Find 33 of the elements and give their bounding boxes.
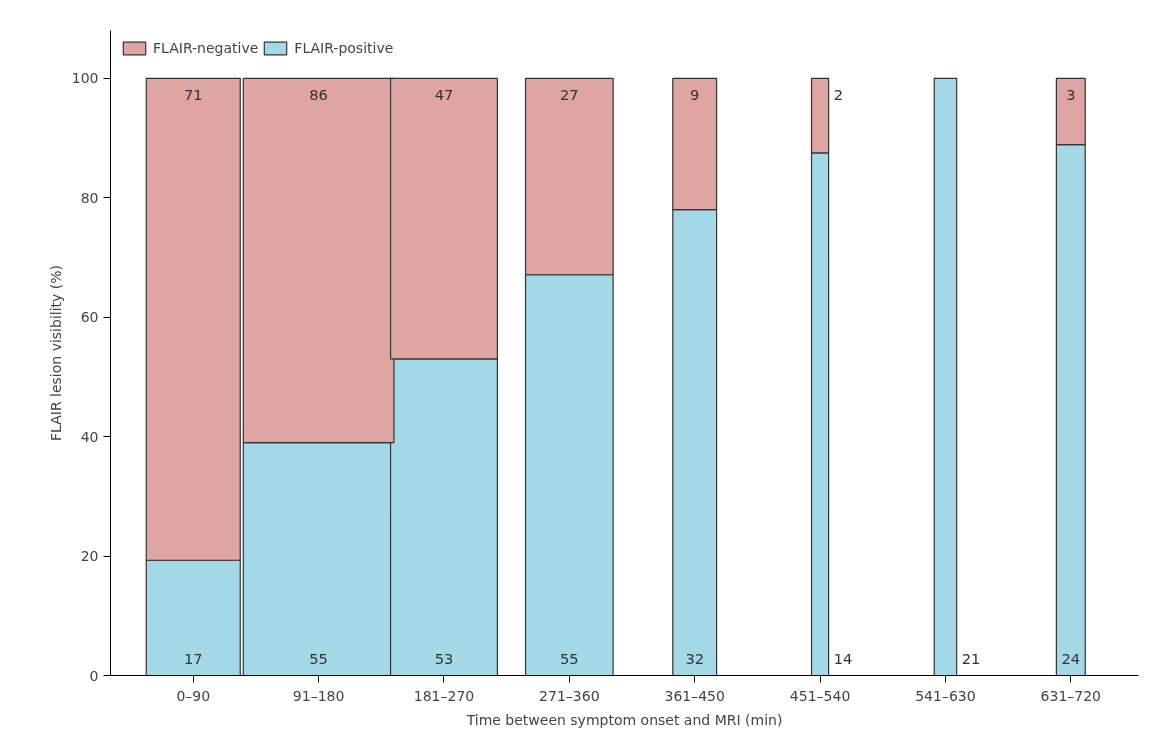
annotation: 55 <box>309 649 328 667</box>
legend-label: FLAIR-positive <box>294 40 394 56</box>
x-tick-label: 0–90 <box>176 687 211 704</box>
annotation: 86 <box>309 86 328 104</box>
y-tick-label: 20 <box>80 548 99 565</box>
annotation: 55 <box>560 649 579 667</box>
annotation: 9 <box>690 86 700 104</box>
x-tick-label: 631–720 <box>1040 687 1102 704</box>
legend-label: FLAIR-negative <box>153 40 259 56</box>
x-tick-label: 271–360 <box>539 687 600 704</box>
annotation: 2 <box>833 86 843 104</box>
annotation: 27 <box>560 86 579 104</box>
annotation: 71 <box>183 86 203 104</box>
y-tick-label: 0 <box>89 667 99 684</box>
annotation: 47 <box>434 86 454 104</box>
x-tick-label: 91–180 <box>292 687 345 704</box>
x-axis-title: Time between symptom onset and MRI (min) <box>465 711 783 728</box>
annotation: 17 <box>183 649 203 667</box>
annotation: 14 <box>833 649 853 667</box>
x-tick-label: 451–540 <box>789 687 851 704</box>
annotation: 21 <box>961 649 981 667</box>
x-tick-label: 181–270 <box>413 687 475 704</box>
y-tick-label: 80 <box>80 189 99 206</box>
y-tick-label: 40 <box>80 428 99 445</box>
annotation: 53 <box>434 649 454 667</box>
y-axis-title: FLAIR lesion visibility (%) <box>47 265 64 441</box>
annotation: 24 <box>1061 649 1081 667</box>
x-tick-label: 541–630 <box>915 687 976 704</box>
x-tick-label: 361–450 <box>664 687 725 704</box>
y-tick-label: 60 <box>80 309 99 326</box>
annotation: 32 <box>685 649 705 667</box>
annotation: 3 <box>1066 86 1076 104</box>
y-tick-label: 100 <box>71 70 99 87</box>
